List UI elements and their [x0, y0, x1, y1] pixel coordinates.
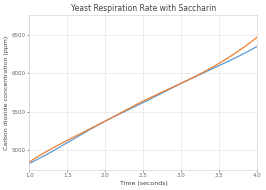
Y-axis label: Carbon dioxide concentration (ppm): Carbon dioxide concentration (ppm)	[4, 35, 9, 150]
X-axis label: Time (seconds): Time (seconds)	[119, 181, 167, 186]
Title: Yeast Respiration Rate with Saccharin: Yeast Respiration Rate with Saccharin	[71, 4, 216, 13]
